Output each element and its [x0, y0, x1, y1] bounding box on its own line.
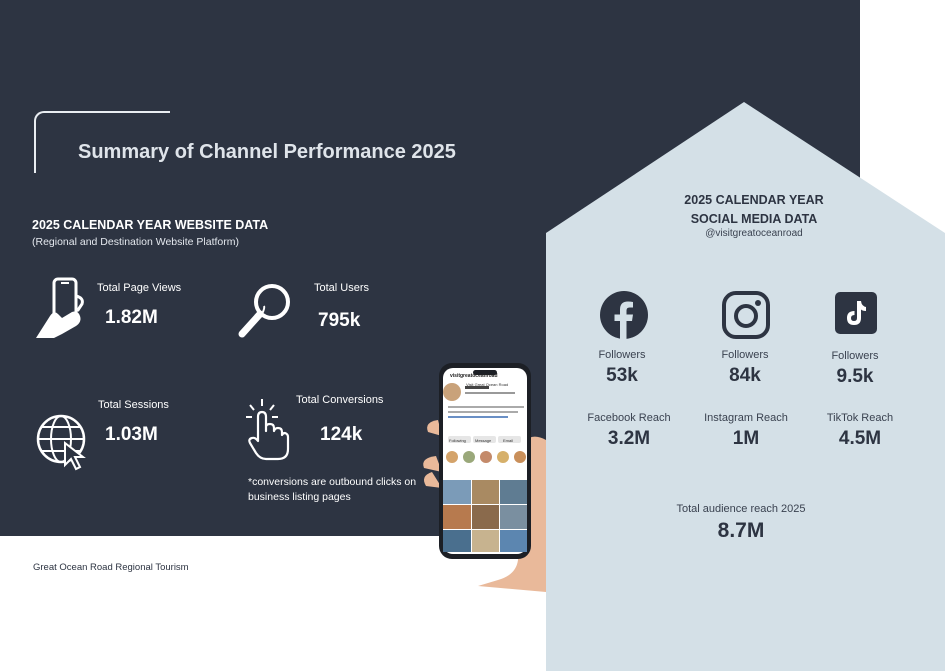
magnifier-icon — [236, 282, 296, 340]
facebook-reach-label: Facebook Reach — [587, 412, 671, 424]
conversions-footnote: *conversions are outbound clicks on busi… — [248, 476, 417, 503]
facebook-followers-label: Followers — [598, 349, 646, 361]
phone-message-button: Message — [475, 438, 492, 443]
instagram-followers-value: 84k — [729, 365, 761, 386]
stat-value-sessions: 1.03M — [105, 424, 158, 445]
social-handle: @visitgreatoceanroad — [705, 228, 803, 239]
total-reach-label: Total audience reach 2025 — [676, 503, 806, 515]
tiktok-followers-value: 9.5k — [836, 366, 874, 387]
phone-email-button: Email — [503, 438, 514, 443]
instagram-reach-label: Instagram Reach — [704, 412, 788, 424]
tiktok-reach-value: 4.5M — [838, 428, 882, 449]
hand-phone-icon — [32, 276, 92, 342]
tiktok-followers-label: Followers — [831, 350, 879, 362]
stat-label-page-views: Total Page Views — [97, 282, 182, 294]
tiktok-reach-label: TikTok Reach — [826, 412, 894, 424]
footer-organisation: Great Ocean Road Regional Tourism — [33, 562, 189, 573]
instagram-followers-label: Followers — [721, 349, 769, 361]
instagram-icon — [722, 291, 770, 339]
stat-label-conversions: Total Conversions — [296, 394, 384, 406]
stat-value-users: 795k — [318, 310, 361, 331]
tap-hand-icon — [244, 397, 290, 461]
page-title: Summary of Channel Performance 2025 — [78, 141, 456, 163]
tiktok-icon — [835, 292, 877, 334]
phone-following-button: Following — [449, 438, 466, 443]
website-section-subheading: (Regional and Destination Website Platfo… — [32, 236, 239, 248]
social-heading-line2: SOCIAL MEDIA DATA — [690, 212, 818, 226]
title-bracket-decoration — [34, 111, 170, 173]
instagram-reach-value: 1M — [732, 428, 760, 449]
phone-in-hand-illustration: visitgreatoceanroad Visit Great Ocean Ro… — [418, 360, 548, 592]
social-section-heading: 2025 CALENDAR YEAR SOCIAL MEDIA DATA — [652, 191, 856, 229]
website-section-heading: 2025 CALENDAR YEAR WEBSITE DATA — [32, 218, 269, 232]
phone-profile-name: Visit Great Ocean Road — [466, 382, 509, 387]
facebook-icon — [600, 291, 648, 339]
facebook-reach-value: 3.2M — [607, 428, 651, 449]
stat-label-sessions: Total Sessions — [98, 399, 169, 411]
stat-value-page-views: 1.82M — [105, 307, 158, 328]
globe-cursor-icon — [35, 413, 91, 471]
stat-value-conversions: 124k — [320, 424, 363, 445]
total-reach-value: 8.7M — [717, 519, 765, 542]
facebook-followers-value: 53k — [606, 365, 638, 386]
phone-profile-username: visitgreatoceanroad — [450, 373, 498, 379]
stat-label-users: Total Users — [314, 282, 370, 294]
social-heading-line1: 2025 CALENDAR YEAR — [684, 193, 824, 207]
